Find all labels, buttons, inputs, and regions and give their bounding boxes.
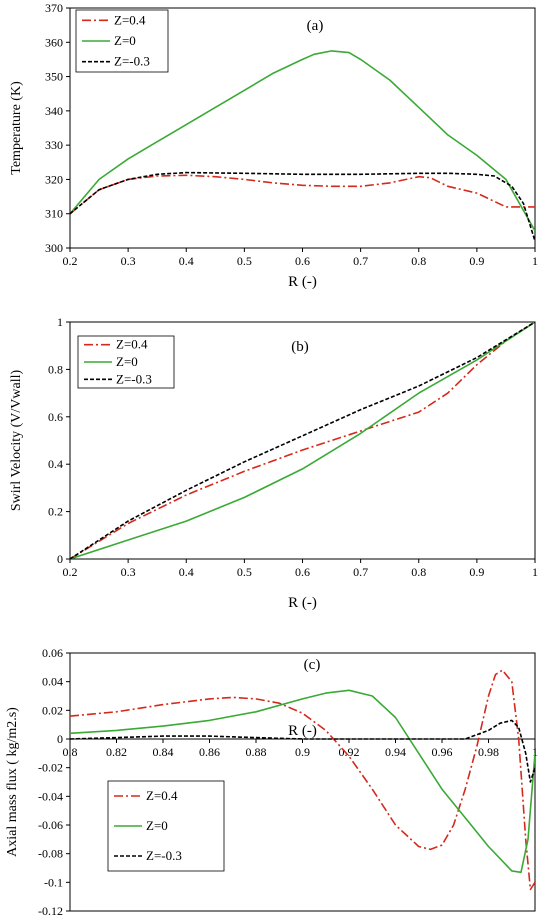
y-tick-label: 360 bbox=[45, 35, 63, 49]
series-line-2 bbox=[70, 322, 535, 559]
x-tick-label: 0.84 bbox=[153, 745, 174, 759]
x-tick-label: 0.8 bbox=[411, 254, 426, 268]
x-axis-label: R (-) bbox=[288, 274, 317, 290]
x-tick-label: 0.4 bbox=[179, 565, 194, 579]
x-tick-label: 0.5 bbox=[237, 565, 252, 579]
y-tick-label: 370 bbox=[45, 1, 63, 15]
y-tick-label: 340 bbox=[45, 104, 63, 118]
panel-label: (c) bbox=[304, 657, 321, 673]
plot-frame bbox=[69, 652, 536, 912]
legend-entry: Z=0 bbox=[116, 354, 138, 369]
series-line-2 bbox=[70, 50, 535, 232]
y-tick-label: 0.02 bbox=[42, 703, 63, 717]
y-tick-label: 0 bbox=[57, 552, 63, 566]
x-tick-label: 1 bbox=[532, 254, 538, 268]
panel-label: (a) bbox=[307, 18, 324, 34]
legend-entry: Z=-0.3 bbox=[116, 371, 152, 386]
y-tick-label: -0.1 bbox=[44, 875, 63, 889]
y-tick-label: 300 bbox=[45, 241, 63, 255]
x-tick-label: 0.6 bbox=[295, 254, 310, 268]
chart-panel-1: 300 310 320 330 340 350 360 370 0.2 0.3 0.4 0.5 0.6 0… bbox=[9, 1, 538, 290]
y-axis-label: Swirl Velocity (V/Vwall) bbox=[9, 370, 24, 512]
y-tick-label: 0.8 bbox=[48, 362, 63, 376]
x-tick-label: 0.8 bbox=[411, 565, 426, 579]
x-tick-label: 0.4 bbox=[179, 254, 194, 268]
x-tick-label: 0.86 bbox=[199, 745, 220, 759]
x-tick-label: 0.5 bbox=[237, 254, 252, 268]
legend-entry: Z=0.4 bbox=[146, 788, 178, 803]
x-tick-label: 0.94 bbox=[385, 745, 406, 759]
x-axis-label: R (-) bbox=[288, 595, 317, 611]
chart-panel-2: 00.20.40.60.810.2 0.3 0.4 0.5 0.6 0.7 0.8 0.9 1R… bbox=[9, 315, 538, 611]
y-tick-label: 0 bbox=[57, 732, 63, 746]
x-tick-label: 0.2 bbox=[63, 565, 78, 579]
legend-entry: Z=0 bbox=[146, 818, 168, 833]
x-tick-label: 0.9 bbox=[469, 254, 484, 268]
legend-entry: Z=0.4 bbox=[116, 337, 148, 352]
x-tick-label: 1 bbox=[532, 745, 538, 759]
panel-label: (b) bbox=[291, 339, 309, 355]
x-tick-label: 0.8 bbox=[63, 745, 78, 759]
series-line-1 bbox=[70, 174, 535, 215]
y-tick-label: -0.06 bbox=[38, 818, 63, 832]
y-tick-label: -0.04 bbox=[38, 789, 63, 803]
x-axis-label: R (-) bbox=[288, 723, 317, 739]
x-tick-label: 0.6 bbox=[295, 565, 310, 579]
y-tick-label: 0.6 bbox=[48, 410, 63, 424]
series-line-3 bbox=[70, 171, 535, 242]
x-tick-label: 0.9 bbox=[469, 565, 484, 579]
series-line-3 bbox=[70, 322, 535, 559]
chart-panel-3: -0.12 -0.1 -0.08 -0.06 -0.04 -0.02 0 0.02 0.04 0.… bbox=[5, 646, 538, 918]
y-axis-label: Temperature (K) bbox=[9, 81, 24, 175]
x-tick-label: 0.96 bbox=[432, 745, 453, 759]
series-line-3 bbox=[70, 719, 535, 783]
y-tick-label: 1 bbox=[57, 315, 63, 329]
y-tick-label: -0.12 bbox=[38, 904, 63, 918]
legend-entry: Z=0.4 bbox=[114, 12, 146, 27]
y-tick-label: 310 bbox=[45, 207, 63, 221]
y-tick-label: 320 bbox=[45, 172, 63, 186]
series-line-1 bbox=[70, 669, 535, 891]
legend: Z=0.4 Z=0 Z=-0.3 bbox=[107, 780, 225, 872]
x-tick-label: 1 bbox=[532, 565, 538, 579]
series-line-1 bbox=[70, 322, 535, 559]
y-tick-label: -0.02 bbox=[38, 761, 63, 775]
y-axis-label: Axial mass flux ( kg/m2.s) bbox=[5, 707, 20, 857]
y-tick-label: 330 bbox=[45, 138, 63, 152]
legend: Z=0.4 Z=0 Z=-0.3 bbox=[77, 335, 175, 389]
x-tick-label: 0.88 bbox=[246, 745, 267, 759]
legend: Z=0.4 Z=0 Z=-0.3 bbox=[75, 9, 169, 73]
x-tick-label: 0.82 bbox=[106, 745, 127, 759]
x-tick-label: 0.3 bbox=[121, 565, 136, 579]
y-tick-label: 0.06 bbox=[42, 646, 63, 660]
x-tick-label: 0.7 bbox=[353, 254, 368, 268]
y-tick-label: 0.4 bbox=[48, 457, 63, 471]
x-tick-label: 0.2 bbox=[63, 254, 78, 268]
y-tick-label: -0.08 bbox=[38, 847, 63, 861]
y-tick-label: 0.2 bbox=[48, 505, 63, 519]
y-tick-label: 350 bbox=[45, 70, 63, 84]
legend-entry: Z=0 bbox=[114, 33, 136, 48]
series-line-2 bbox=[70, 689, 535, 874]
x-tick-label: 0.7 bbox=[353, 565, 368, 579]
x-tick-label: 0.98 bbox=[478, 745, 499, 759]
x-tick-label: 0.92 bbox=[339, 745, 360, 759]
x-tick-label: 0.9 bbox=[295, 745, 310, 759]
legend-entry: Z=-0.3 bbox=[114, 54, 150, 69]
x-tick-label: 0.3 bbox=[121, 254, 136, 268]
legend-entry: Z=-0.3 bbox=[146, 848, 182, 863]
y-tick-label: 0.04 bbox=[42, 675, 63, 689]
